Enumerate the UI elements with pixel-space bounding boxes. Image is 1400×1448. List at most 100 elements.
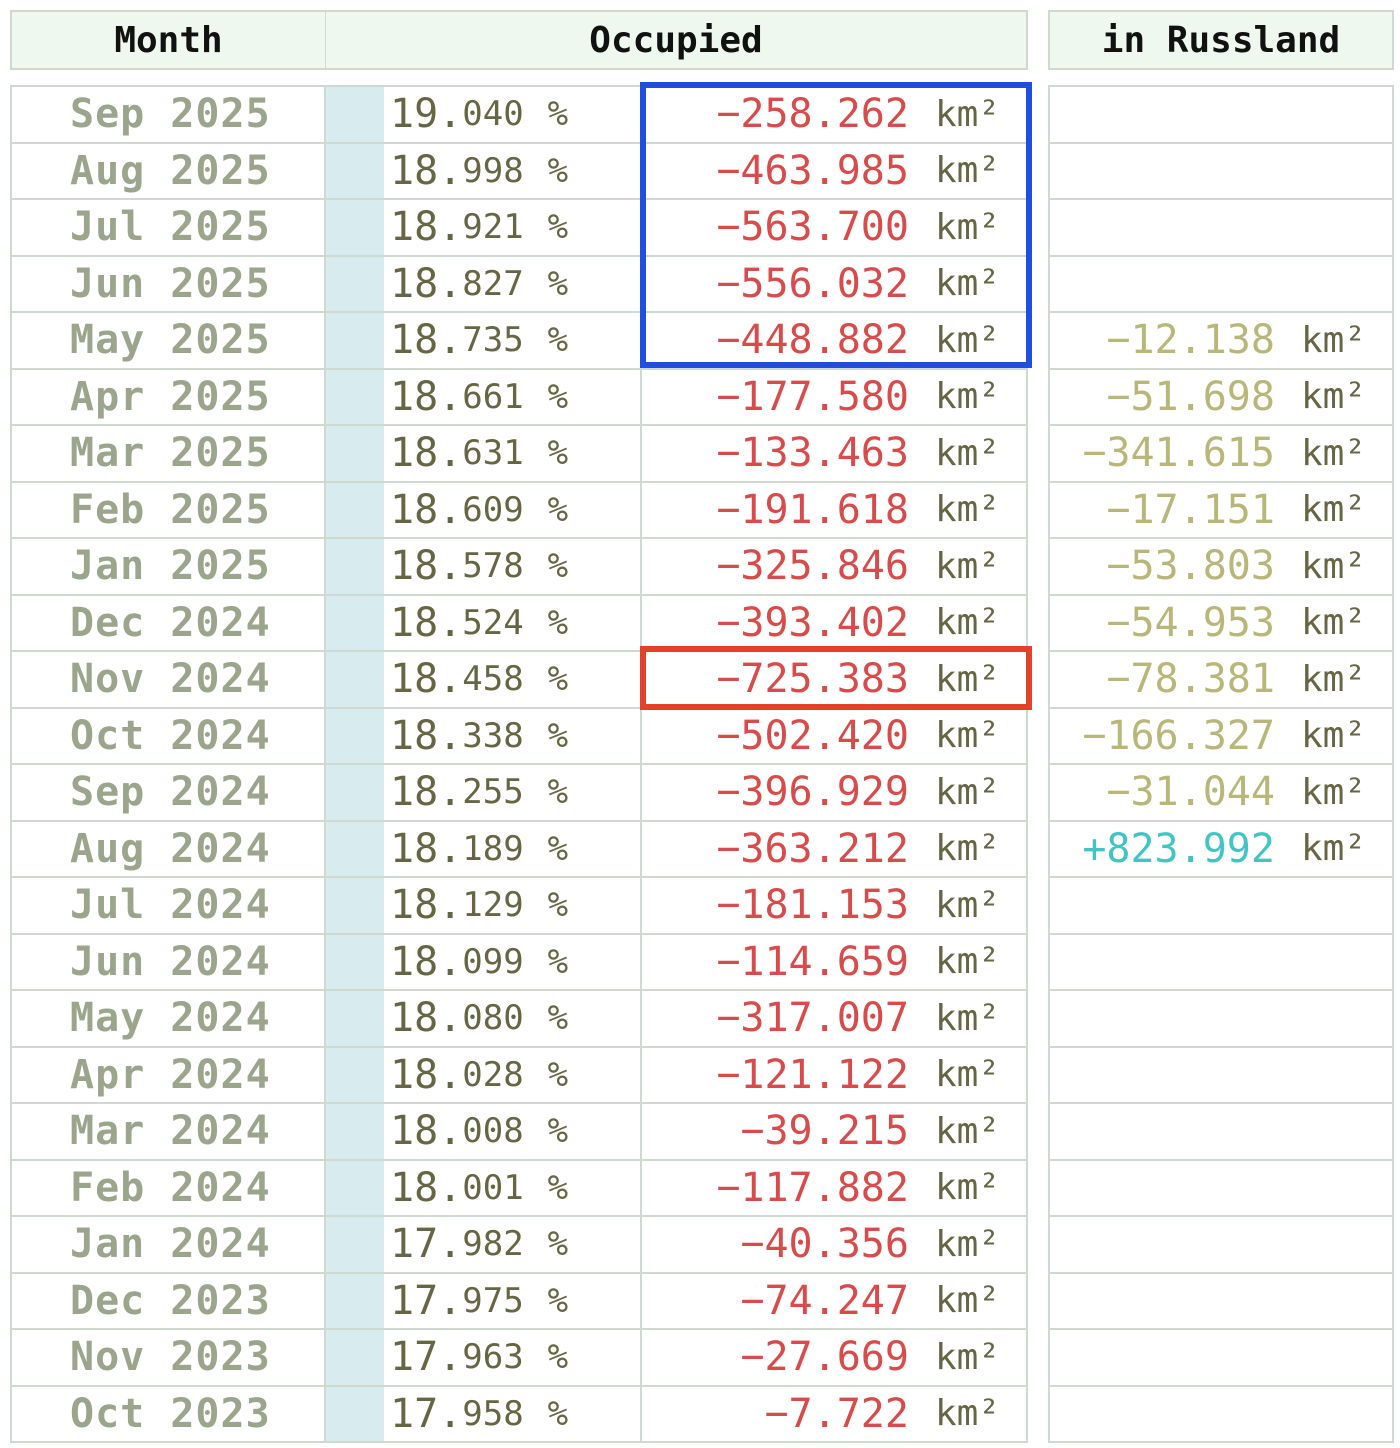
table-row: −51.698 km²: [1050, 370, 1392, 426]
percent-unit: %: [547, 320, 569, 361]
table-row: −341.615 km²: [1050, 426, 1392, 483]
area-unit: km²: [934, 545, 1000, 587]
percent-unit: %: [547, 715, 569, 756]
percent-integer: 18.: [390, 486, 463, 533]
table-row: Sep 2024 18. 255% −396.929 km²: [12, 765, 1028, 822]
occupied-change-cell: −74.247 km²: [642, 1273, 1028, 1328]
percent-cell: 18. 524%: [384, 595, 642, 650]
table-row: [1050, 257, 1392, 313]
area-unit: km²: [934, 941, 1000, 983]
percent-integer: 17.: [390, 1277, 463, 1324]
occupied-change-cell: −39.215 km²: [642, 1104, 1028, 1159]
percent-unit: %: [547, 885, 569, 926]
area-unit: km²: [1300, 432, 1366, 474]
russland-change-value: +823.992: [1082, 825, 1275, 872]
percent-unit: %: [547, 772, 569, 813]
area-unit: km²: [1300, 828, 1366, 870]
area-unit: km²: [1300, 489, 1366, 531]
month-cell: Apr 2025: [12, 369, 326, 424]
russland-change-cell: +823.992 km²: [1050, 822, 1392, 877]
percent-unit: %: [547, 1054, 569, 1095]
percent-integer: 18.: [390, 825, 463, 872]
month-cell: May 2024: [12, 991, 326, 1046]
percent-decimal: 578: [462, 546, 524, 587]
header-in-russland: in Russland: [1048, 10, 1394, 70]
occupied-change-cell: −502.420 km²: [642, 708, 1028, 763]
percent-cell: 18. 008%: [384, 1104, 642, 1159]
occupied-change-value: −563.700: [716, 204, 909, 251]
bar-cell: [326, 821, 384, 876]
table-row: Jun 2024 18. 099% −114.659 km²: [12, 934, 1028, 991]
russland-change-value: −12.138: [1106, 317, 1275, 364]
percent-cell: 18. 080%: [384, 991, 642, 1046]
percent-unit: %: [547, 207, 569, 248]
percent-decimal: 921: [462, 207, 524, 248]
month-cell: Aug 2024: [12, 821, 326, 876]
table-row: Oct 2023 17. 958% −7.722 km²: [12, 1386, 1028, 1443]
percent-cell: 17. 982%: [384, 1217, 642, 1272]
month-cell: Nov 2024: [12, 652, 326, 707]
occupied-change-value: −74.247: [740, 1277, 909, 1324]
percent-cell: 18. 189%: [384, 821, 642, 876]
percent-unit: %: [547, 433, 569, 474]
percent-integer: 18.: [390, 1051, 463, 1098]
percent-integer: 18.: [390, 712, 463, 759]
russland-change-cell: [1050, 991, 1392, 1046]
bar-cell: [326, 200, 384, 255]
percent-cell: 18. 827%: [384, 256, 642, 311]
percent-decimal: 028: [462, 1054, 524, 1095]
table-row: −17.151 km²: [1050, 483, 1392, 539]
occupied-change-value: −396.929: [716, 769, 909, 816]
bar-cell: [326, 256, 384, 311]
month-cell: May 2025: [12, 313, 326, 368]
table-row: [1050, 1048, 1392, 1104]
table-row: [1050, 1104, 1392, 1161]
occupied-change-cell: −177.580 km²: [642, 369, 1028, 424]
area-unit: km²: [934, 1110, 1000, 1152]
table-row: Aug 2025 18. 998% −463.985 km²: [12, 143, 1028, 200]
percent-decimal: 255: [462, 772, 524, 813]
russland-change-value: −78.381: [1106, 656, 1275, 703]
percent-integer: 18.: [390, 938, 463, 985]
percent-integer: 18.: [390, 317, 463, 364]
month-cell: Jul 2024: [12, 878, 326, 933]
area-unit: km²: [934, 658, 1000, 700]
percent-integer: 18.: [390, 260, 463, 307]
table-row: Apr 2024 18. 028% −121.122 km²: [12, 1047, 1028, 1104]
table-row: May 2024 18. 080% −317.007 km²: [12, 991, 1028, 1048]
occupied-change-value: −463.985: [716, 147, 909, 194]
occupied-change-cell: −7.722 km²: [642, 1386, 1028, 1441]
occupied-change-value: −39.215: [740, 1108, 909, 1155]
table-row: [1050, 878, 1392, 935]
russland-change-cell: [1050, 144, 1392, 199]
bar-cell: [326, 369, 384, 424]
bar-cell: [326, 652, 384, 707]
area-unit: km²: [934, 828, 1000, 870]
russland-change-value: −166.327: [1082, 712, 1275, 759]
area-unit: km²: [934, 319, 1000, 361]
month-cell: Feb 2025: [12, 482, 326, 537]
percent-cell: 18. 661%: [384, 369, 642, 424]
percent-cell: 18. 001%: [384, 1160, 642, 1215]
area-unit: km²: [934, 1223, 1000, 1265]
occupied-change-value: −114.659: [716, 938, 909, 985]
russland-change-cell: [1050, 1104, 1392, 1159]
area-unit: km²: [934, 206, 1000, 248]
percent-unit: %: [547, 263, 569, 304]
bar-cell: [326, 1047, 384, 1102]
table-row: Sep 2025 19. 040% −258.262 km²: [12, 87, 1028, 144]
area-unit: km²: [934, 263, 1000, 305]
percent-decimal: 998: [462, 150, 524, 191]
area-unit: km²: [1300, 319, 1366, 361]
percent-unit: %: [547, 1224, 569, 1265]
occupied-change-value: −191.618: [716, 486, 909, 533]
occupied-change-value: −27.669: [740, 1334, 909, 1381]
percent-integer: 17.: [390, 1390, 463, 1437]
percent-integer: 17.: [390, 1221, 463, 1268]
percent-integer: 18.: [390, 1108, 463, 1155]
area-unit: km²: [934, 1393, 1000, 1435]
occupied-change-value: −181.153: [716, 882, 909, 929]
month-cell: Nov 2023: [12, 1330, 326, 1385]
table-row: [1050, 1161, 1392, 1217]
area-unit: km²: [1300, 545, 1366, 587]
